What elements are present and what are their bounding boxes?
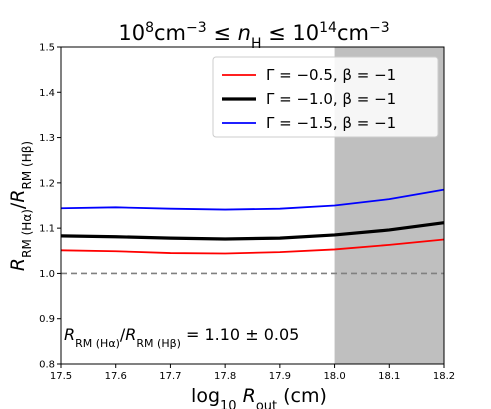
x-tick-label: 17.5 bbox=[50, 371, 72, 382]
x-tick-label: 17.7 bbox=[159, 371, 181, 382]
x-axis: 17.5 17.6 17.7 17.8 17.9 18.0 18.1 18.2 bbox=[50, 364, 455, 382]
x-tick-label: 18.2 bbox=[433, 371, 455, 382]
y-tick-label: 1.4 bbox=[39, 88, 55, 99]
series-line-1 bbox=[60, 238, 445, 255]
legend-label: Γ = −0.5, β = −1 bbox=[266, 66, 396, 84]
series-line-2 bbox=[60, 221, 445, 241]
x-tick-label: 18.1 bbox=[378, 371, 400, 382]
series-layer bbox=[60, 188, 445, 255]
y-tick-label: 0.9 bbox=[39, 314, 55, 325]
x-axis-label: log10 Rout (cm) bbox=[191, 385, 327, 409]
y-tick-label: 0.8 bbox=[39, 360, 55, 371]
y-axis: 0.8 0.9 1.0 1.1 1.2 1.3 1.4 1.5 bbox=[39, 43, 61, 371]
legend-label: Γ = −1.0, β = −1 bbox=[266, 90, 396, 108]
y-tick-label: 1.0 bbox=[39, 269, 55, 280]
x-tick-label: 18.0 bbox=[323, 371, 345, 382]
y-tick-label: 1.1 bbox=[39, 224, 55, 235]
x-tick-label: 17.8 bbox=[214, 371, 236, 382]
x-tick-label: 17.6 bbox=[105, 371, 127, 382]
plot-frame bbox=[60, 46, 445, 365]
y-tick-label: 1.5 bbox=[39, 43, 55, 54]
legend-label: Γ = −1.5, β = −1 bbox=[266, 114, 396, 132]
ratio-annotation: RRM (Hα)/RRM (Hβ) = 1.10 ± 0.05 bbox=[64, 325, 299, 350]
y-tick-label: 1.3 bbox=[39, 133, 55, 144]
chart-title: 108cm−3 ≤ nH ≤ 1014cm−3 bbox=[118, 20, 389, 52]
x-tick-label: 17.9 bbox=[269, 371, 291, 382]
y-axis-label: RRM (Hα)/RRM (Hβ) bbox=[7, 141, 34, 271]
y-tick-label: 1.2 bbox=[39, 178, 55, 189]
legend: Γ = −0.5, β = −1 Γ = −1.0, β = −1 Γ = −1.5… bbox=[212, 56, 439, 138]
series-line-3 bbox=[60, 188, 445, 211]
legend-box bbox=[212, 56, 439, 138]
